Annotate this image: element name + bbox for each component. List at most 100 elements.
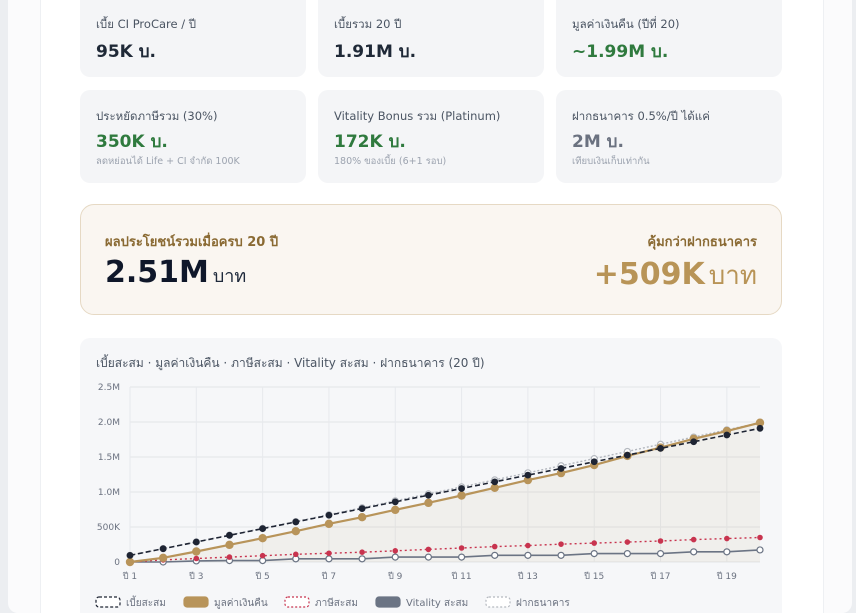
bank-comparison-unit: บาท <box>708 261 757 291</box>
data-point-s3 <box>690 548 698 556</box>
stat-value: 1.91M บ. <box>334 42 417 62</box>
series-line-1 <box>129 421 761 564</box>
projection-chart-card: เบี้ยสะสม · มูลค่าเงินคืน · ภาษีสะสม · V… <box>80 338 782 613</box>
data-point-s3 <box>623 550 631 558</box>
data-point-s1 <box>424 498 433 508</box>
y-tick-label: 2.0M <box>98 418 120 428</box>
stat-label: ฝากธนาคาร 0.5%/ปี ได้แค่ <box>572 109 710 123</box>
data-point-s1 <box>357 512 367 522</box>
stat-value: 172K บ. <box>334 132 406 152</box>
chart-title: เบี้ยสะสม · มูลค่าเงินคืน · ภาษีสะสม · V… <box>96 356 485 370</box>
data-point-s1 <box>457 491 466 500</box>
x-tick-label: ปี 11 <box>451 571 471 582</box>
total-benefit-unit: บาท <box>212 266 247 287</box>
data-point-s2 <box>558 541 564 547</box>
data-point-s2 <box>226 554 233 560</box>
legend-label: เบี้ยสะสม <box>126 595 166 609</box>
data-point-s3 <box>491 551 499 559</box>
data-point-s0 <box>524 471 532 479</box>
data-point-s2 <box>525 542 531 549</box>
stat-card-vitality-bonus: Vitality Bonus รวม (Platinum) 172K บ. 18… <box>318 90 544 183</box>
data-point-s3 <box>524 551 532 559</box>
data-point-s0 <box>425 491 432 499</box>
data-point-s1 <box>125 557 135 567</box>
data-point-s1 <box>324 519 334 529</box>
x-tick-label: ปี 13 <box>518 571 538 582</box>
data-point-s2 <box>657 538 664 544</box>
data-point-s0 <box>358 505 366 512</box>
total-benefit-value: 2.51M บาท <box>105 255 246 290</box>
data-point-s1 <box>391 505 400 515</box>
data-point-s0 <box>590 458 598 466</box>
data-point-s2 <box>724 535 730 542</box>
total-benefit-banner: ผลประโยชน์รวมเมื่อครบ 20 ปี 2.51M บาท คุ้… <box>80 204 782 315</box>
stat-card-cash-value: มูลค่าเงินคืน (ปีที่ 20) ~1.99M บ. <box>556 0 782 77</box>
x-tick-label: ปี 7 <box>322 571 336 582</box>
x-tick-label: ปี 1 <box>123 571 137 582</box>
stat-card-bank-deposit: ฝากธนาคาร 0.5%/ปี ได้แค่ 2M บ. เทียบเงิน… <box>556 90 782 183</box>
stat-card-total-premium: เบี้ยรวม 20 ปี 1.91M บ. <box>318 0 544 77</box>
y-tick-label: 1.0M <box>98 488 120 498</box>
series-line-0 <box>129 427 761 557</box>
data-point-s2 <box>624 539 631 545</box>
data-point-s0 <box>159 545 167 553</box>
data-point-s3 <box>358 555 366 563</box>
data-point-s3 <box>457 553 466 561</box>
stat-label: ประหยัดภาษีรวม (30%) <box>96 109 218 123</box>
data-point-s0 <box>126 551 134 559</box>
series-line-3 <box>130 549 761 563</box>
data-point-s3 <box>723 548 731 556</box>
data-point-s3 <box>391 553 399 561</box>
data-point-s1 <box>291 526 300 536</box>
stat-card-ci-premium: เบี้ย CI ProCare / ปี 95K บ. <box>80 0 306 77</box>
stat-label: มูลค่าเงินคืน (ปีที่ 20) <box>572 17 680 31</box>
bank-comparison-title: คุ้มกว่าฝากธนาคาร <box>647 235 757 250</box>
data-point-s0 <box>491 478 499 486</box>
data-point-s2 <box>392 548 399 554</box>
data-point-s0 <box>259 525 267 533</box>
data-point-s2 <box>690 536 697 543</box>
series-line-2 <box>129 536 761 563</box>
data-point-s3 <box>325 555 333 563</box>
data-point-s2 <box>259 552 266 559</box>
bank-comparison-amount: +509K <box>593 257 705 292</box>
y-tick-label: 2.5M <box>98 383 120 393</box>
data-point-s0 <box>192 538 200 546</box>
data-point-s1 <box>258 533 267 543</box>
data-point-s2 <box>591 540 598 546</box>
data-point-s3 <box>656 550 665 558</box>
total-benefit-title: ผลประโยชน์รวมเมื่อครบ 20 ปี <box>105 235 279 250</box>
data-point-s2 <box>292 551 299 558</box>
stat-value: 95K บ. <box>96 42 156 62</box>
y-tick-label: 0 <box>114 558 120 568</box>
bank-comparison-value: +509K บาท <box>594 255 757 296</box>
stat-note: เทียบเงินเก็บเท่ากัน <box>572 156 650 167</box>
x-tick-label: ปี 9 <box>388 571 403 582</box>
x-tick-label: ปี 19 <box>717 571 737 582</box>
data-point-s3 <box>259 557 267 565</box>
x-tick-label: ปี 3 <box>189 571 203 582</box>
data-point-s0 <box>391 498 399 506</box>
projection-chart: 0 500K 1.0M 1.5M 2.0M 2.5M ปี 1 ปี 3 ปี 5 ปี 7 ปี … <box>95 383 765 609</box>
data-point-s0 <box>325 511 333 519</box>
data-point-s2 <box>491 543 498 550</box>
data-point-s1 <box>490 483 499 492</box>
data-point-s1 <box>225 540 234 550</box>
x-tick-label: ปี 15 <box>584 571 604 582</box>
stat-note: 180% ของเบี้ย (6+1 รอบ) <box>334 156 447 167</box>
series-line-4 <box>129 422 761 557</box>
data-point-s0 <box>723 431 731 439</box>
stat-label: เบี้ยรวม 20 ปี <box>334 17 402 31</box>
legend-swatch <box>95 596 121 608</box>
legend-swatch <box>375 596 401 608</box>
legend-swatch <box>284 596 310 608</box>
data-point-s0 <box>292 518 300 526</box>
data-point-s3 <box>557 551 565 559</box>
data-point-s1 <box>192 547 201 556</box>
stat-card-tax-saving: ประหยัดภาษีรวม (30%) 350K บ. ลดหย่อนได้ … <box>80 90 306 183</box>
data-point-s3 <box>590 550 598 558</box>
x-tick-label: ปี 5 <box>255 571 269 582</box>
stat-label: เบี้ย CI ProCare / ปี <box>96 17 197 31</box>
data-point-s2 <box>326 550 332 557</box>
data-point-s1 <box>158 553 168 562</box>
